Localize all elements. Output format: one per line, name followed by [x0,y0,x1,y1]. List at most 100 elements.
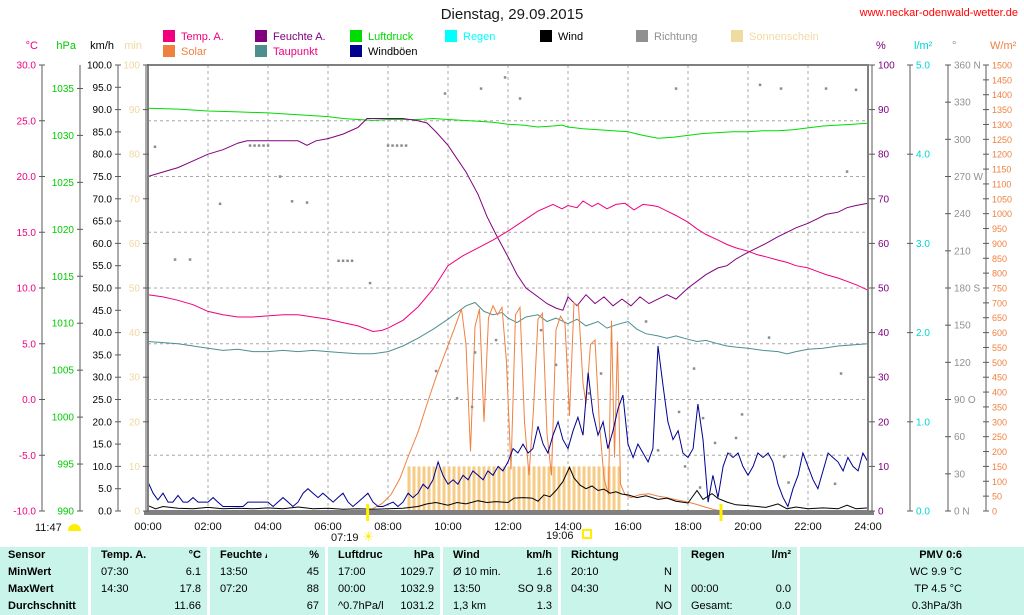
table-cell: 1029.7 [400,566,434,578]
table-header-cell: Temp. A. [88,547,148,564]
x-tick-label: 16:00 [614,521,642,533]
axis-header-temp: °C [26,40,38,52]
axis-tick-label: 1005 [52,366,75,377]
axis-tick-label: 10.0 [93,462,113,473]
sun-ticks [366,504,723,521]
table-header-cell: km/h [526,549,552,561]
axis-tick-label: 1200 [992,150,1012,160]
axis-tick-label: 45.0 [93,306,113,317]
x-tick-label: 12:00 [494,521,522,533]
legend-item-luftdruck: Luftdruck [350,30,413,44]
legend-item-richtung: Richtung [636,30,697,44]
axis-tick-label: 330 [954,98,971,109]
x-tick-label: 14:00 [554,521,582,533]
axis-tick-label: 1350 [992,105,1012,115]
series-feuchte-a- [147,118,869,311]
axis-tick-label: 1250 [992,135,1012,145]
table-cell [207,598,267,615]
axis-tick-label: 40.0 [93,328,113,339]
table-cell: 0.3hPa/3h [797,598,1024,615]
table-cell: 04:30 [558,581,618,598]
table-cell: 13:50 [207,564,267,581]
axis-tick-label: 55.0 [93,261,113,272]
axis-tick-label: 60 [878,239,890,250]
axis-hpa: 1035 1030 1025 1020 1015 1010 1005 1000 995 990 hP… [52,40,83,518]
axis-tick-label: 1000 [52,413,75,424]
table-header-cell: hPa [413,549,434,561]
axis-tick-label: 90 [878,105,890,116]
table-cell: 0.0 [775,583,791,595]
table-header-cell: Richtung [558,547,618,564]
table-cell: TP 4.5 °C [797,581,1024,598]
axis-tick-label: 180 S [954,284,980,295]
axis-tick-label: 1025 [52,178,75,189]
axis-tick-label: 1300 [992,120,1012,130]
axis-tick-label: 5.0 [916,61,930,72]
table-cell: 07:30 [88,564,148,581]
moon-time-annotation: 11:47 [35,522,81,534]
axis-tick-label: 350 [992,402,1007,412]
axis-tick-label: 85.0 [93,127,113,138]
table-cell: ^0.7hPa/h [325,598,383,615]
axis-header-hpa: hPa [56,40,76,52]
axis-tick-label: 10 [129,462,141,473]
axis-tick-label: 75.0 [93,172,113,183]
axis-tick-label: 0.0 [98,507,112,518]
table-cell [738,564,797,581]
axis-tick-label: 1000 [992,209,1012,219]
axis-header-kmh: km/h [90,40,114,52]
legend-item-solar: Solar [163,45,207,59]
axis-tick-label: 400 [992,388,1007,398]
legend-label: Richtung [654,31,698,43]
table-cell: SO 9.8 [517,583,552,595]
sunshine-bars [407,466,621,511]
x-tick-label: 00:00 [134,521,162,533]
x-tick-label: 06:00 [314,521,342,533]
table-cell: N [664,566,672,578]
axis-tick-label: 240 [954,209,971,220]
axis-tick-label: 100 [878,61,895,72]
axis-tick-label: 990 [57,507,74,518]
axis-header-min: min [124,40,142,52]
sunrise-time-label: 07:19 [331,532,359,544]
axis-temp: 30.0 25.0 20.0 15.0 10.0 5.0 0.0 -5.0 -10.0 °C [13,40,45,518]
x-tick-label: 02:00 [194,521,222,533]
axis-tick-label: 40 [129,328,141,339]
website-link[interactable]: www.neckar-odenwald-wetter.de [859,7,1018,19]
axis-tick-label: 1030 [52,131,75,142]
page-title: Dienstag, 29.09.2015 [440,6,584,23]
axis-tick-label: 100 [992,477,1007,487]
x-axis-labels: 00:00 02:00 04:00 06:00 08:00 10:00 12:00 14:00… [134,521,882,533]
axis-tick-label: 15.0 [93,440,113,451]
axis-tick-label: 35.0 [93,350,113,361]
axis-tick-label: 120 [954,358,971,369]
table-cell [88,598,148,615]
plot-frame [144,64,874,515]
table-cell: 00:00 [325,581,383,598]
axis-tick-label: 850 [992,254,1007,264]
legend-swatch-icon [255,30,267,42]
x-tick-label: 08:00 [374,521,402,533]
axis-tick-label: 10.0 [17,284,37,295]
series-taupunkt [147,301,869,355]
table-header-cell: Feuchte A. [207,547,267,564]
axis-tick-label: 70 [878,194,890,205]
axis-tick-label: 1015 [52,272,75,283]
x-tick-label: 22:00 [794,521,822,533]
table-cell: 45 [306,566,319,578]
legend-label: Solar [181,46,207,58]
table-header-cell: l/m² [771,549,791,561]
axis-kmh: 100.0 95.0 90.0 85.0 80.0 75.0 70.0 65.0 60.0 55.… [87,40,121,518]
legend-label: Windböen [368,46,418,58]
legend-swatch-icon [540,30,552,42]
axis-tick-label: 300 [954,135,971,146]
legend-label: Taupunkt [273,46,318,58]
table-cell: 20:10 [558,564,618,581]
x-tick-label: 04:00 [254,521,282,533]
axis-tick-label: 300 [992,417,1007,427]
legend-item-sonnenschein: Sonnenschein [731,30,819,44]
axis-tick-label: 500 [992,358,1007,368]
axis-tick-label: 50 [878,284,890,295]
moon-icon [67,524,81,531]
axis-tick-label: 50 [992,492,1002,502]
